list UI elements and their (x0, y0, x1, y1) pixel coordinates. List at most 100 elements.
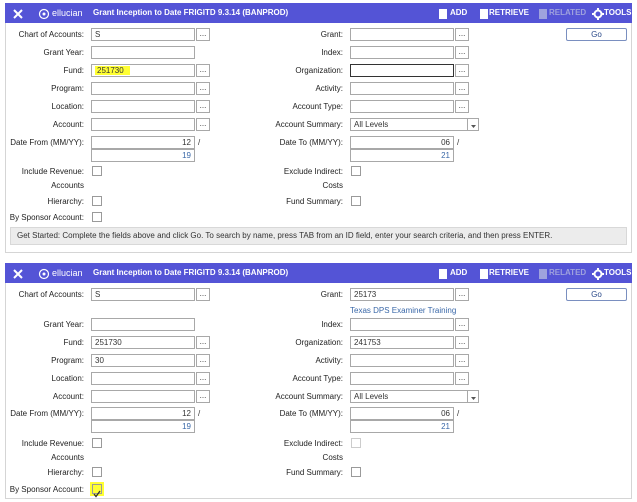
date-input[interactable]: 12 (91, 136, 195, 149)
header-action[interactable]: ADD (450, 268, 468, 277)
action-icon-glyph (539, 9, 547, 19)
text-input[interactable] (91, 118, 195, 131)
text-input[interactable] (350, 354, 454, 367)
header-action[interactable]: RETRIEVE (489, 8, 530, 17)
dropdown-arrow[interactable] (467, 391, 478, 402)
field-label: Location: (51, 374, 84, 383)
checkbox[interactable] (92, 467, 102, 477)
lookup-button[interactable]: ... (196, 28, 210, 41)
text-input[interactable] (91, 318, 195, 331)
go-button[interactable]: Go (566, 288, 627, 301)
text-input[interactable] (91, 82, 195, 95)
lookup-button[interactable]: ... (196, 64, 210, 77)
action-icon[interactable] (437, 267, 449, 279)
field-label: Grant: (320, 290, 343, 299)
close-icon[interactable] (12, 7, 24, 19)
lookup-button[interactable]: ... (455, 82, 469, 95)
action-icon-glyph (539, 269, 547, 279)
checkbox[interactable] (351, 467, 361, 477)
text-input[interactable]: 25173 (350, 288, 454, 301)
text-input[interactable] (91, 100, 195, 113)
lookup-button[interactable]: ... (196, 354, 210, 367)
close-icon-glyph (13, 9, 23, 19)
checkbox[interactable] (92, 438, 102, 448)
action-icon[interactable] (437, 7, 449, 19)
text-input[interactable] (350, 46, 454, 59)
date-input[interactable]: 21 (350, 420, 454, 433)
text-input[interactable]: 251730 (91, 336, 195, 349)
date-separator: / (457, 138, 460, 147)
text-input[interactable] (91, 46, 195, 59)
text-input[interactable]: S (91, 28, 195, 41)
field-label: Program: (51, 84, 84, 93)
page-title: Grant Inception to Date FRIGITD 9.3.14 (… (93, 268, 289, 277)
field-label: Include Revenue: (21, 167, 84, 176)
action-icon[interactable] (592, 267, 604, 280)
go-button[interactable]: Go (566, 28, 627, 41)
checkbox[interactable] (92, 166, 102, 176)
date-input[interactable]: 19 (91, 420, 195, 433)
lookup-button[interactable]: ... (196, 336, 210, 349)
header-action[interactable]: ADD (450, 8, 468, 17)
text-input[interactable] (350, 64, 454, 77)
action-icon[interactable] (478, 267, 490, 279)
lookup-button[interactable]: ... (455, 354, 469, 367)
field-label: Location: (51, 102, 84, 111)
lookup-button[interactable]: ... (455, 288, 469, 301)
lookup-button[interactable]: ... (196, 390, 210, 403)
date-input[interactable]: 21 (350, 149, 454, 162)
header-action[interactable]: RETRIEVE (489, 268, 530, 277)
date-input[interactable]: 06 (350, 407, 454, 420)
lookup-button[interactable]: ... (196, 100, 210, 113)
lookup-button[interactable]: ... (455, 318, 469, 331)
action-icon[interactable] (592, 7, 604, 20)
text-input[interactable] (91, 390, 195, 403)
action-icon-glyph (439, 9, 447, 19)
header-action[interactable]: TOOLS (604, 8, 632, 17)
field-label: Grant: (320, 30, 343, 39)
header-action[interactable]: TOOLS (604, 268, 632, 277)
text-input[interactable] (350, 372, 454, 385)
lookup-button[interactable]: ... (455, 28, 469, 41)
text-input[interactable] (350, 100, 454, 113)
text-input[interactable] (350, 28, 454, 41)
checkbox[interactable] (92, 212, 102, 222)
dropdown-arrow[interactable] (467, 119, 478, 130)
brand-logo (38, 7, 50, 20)
field-label: Activity: (315, 84, 343, 93)
text-input[interactable]: S (91, 288, 195, 301)
text-input[interactable]: 251730 (91, 64, 195, 77)
text-input[interactable]: 241753 (350, 336, 454, 349)
lookup-button[interactable]: ... (196, 372, 210, 385)
text-input[interactable] (350, 82, 454, 95)
date-input[interactable]: 06 (350, 136, 454, 149)
checkbox[interactable] (351, 166, 361, 176)
date-input[interactable]: 12 (91, 407, 195, 420)
dropdown[interactable]: All Levels (350, 390, 479, 403)
field-label: Index: (321, 48, 343, 57)
text-input[interactable] (350, 318, 454, 331)
text-input[interactable]: 30 (91, 354, 195, 367)
lookup-button[interactable]: ... (455, 64, 469, 77)
checkbox[interactable] (92, 196, 102, 206)
lookup-button[interactable]: ... (455, 46, 469, 59)
lookup-button[interactable]: ... (196, 118, 210, 131)
close-icon[interactable] (12, 267, 24, 279)
text-input[interactable] (91, 372, 195, 385)
lookup-button[interactable]: ... (455, 372, 469, 385)
lookup-button[interactable]: ... (196, 82, 210, 95)
lookup-button[interactable]: ... (455, 100, 469, 113)
lookup-button[interactable]: ... (455, 336, 469, 349)
lookup-button[interactable]: ... (196, 288, 210, 301)
checkbox[interactable] (92, 484, 102, 498)
action-icon-glyph (592, 8, 604, 20)
field-label: Organization: (295, 66, 343, 75)
dropdown[interactable]: All Levels (350, 118, 479, 131)
header-bar (5, 263, 632, 283)
action-icon[interactable] (478, 7, 490, 19)
date-input[interactable]: 19 (91, 149, 195, 162)
field-label: Account: (52, 120, 84, 129)
field-label: Accounts (51, 181, 84, 190)
checkbox[interactable] (351, 196, 361, 206)
action-icon-glyph (439, 269, 447, 279)
